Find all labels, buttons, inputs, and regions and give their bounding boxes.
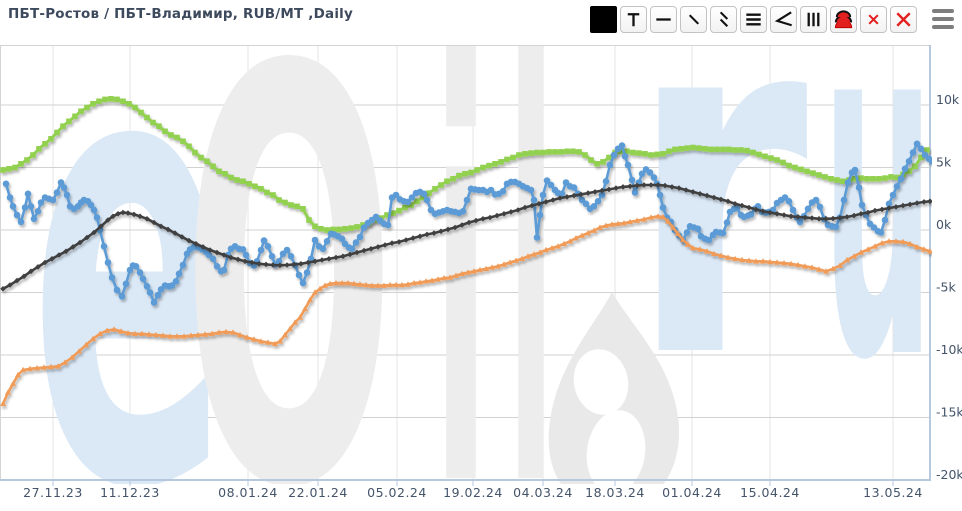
hamburger-icon	[932, 9, 954, 13]
x-tick-label: 05.02.24	[367, 485, 427, 500]
text-icon	[627, 13, 640, 27]
oil-drop-logo	[548, 292, 680, 484]
watermark-letter: u	[822, 0, 934, 466]
green-series	[0, 96, 930, 233]
x-tick-label: 01.04.24	[662, 485, 722, 500]
gridlines	[0, 45, 930, 480]
plot-frame	[0, 45, 931, 486]
chart-title: ПБТ-Ростов / ПБТ-Владимир, RUB/MT ,Daily	[8, 6, 353, 22]
black-series	[0, 182, 932, 292]
x-tick-label: 04.03.24	[513, 485, 573, 500]
y-tick-label: -15k	[936, 405, 962, 420]
fib-levels-tool-button[interactable]	[740, 6, 767, 33]
menu-button[interactable]	[932, 9, 954, 29]
text-tool-button[interactable]	[620, 6, 647, 33]
x-tick-label: 08.01.24	[218, 485, 278, 500]
angle-icon	[774, 11, 792, 27]
red-cross-large-icon	[896, 12, 911, 27]
blue-series	[2, 140, 932, 306]
double-diagonal-icon	[719, 11, 729, 27]
pitchfork-tool-button[interactable]	[770, 6, 797, 33]
trend-line-tool-button[interactable]	[680, 6, 707, 33]
triple-horizontal-lines-icon	[746, 13, 761, 26]
y-tick-label: -20k	[936, 467, 962, 482]
y-tick-label: 10k	[936, 92, 960, 107]
y-tick-label: -5k	[936, 280, 956, 295]
y-tick-label: -10k	[936, 342, 962, 357]
x-tick-label: 22.01.24	[288, 485, 348, 500]
horizontal-line-icon	[656, 18, 671, 21]
header: ПБТ-Ростов / ПБТ-Владимир, RUB/MT ,Daily	[0, 0, 962, 40]
delete-selected-button[interactable]	[860, 6, 887, 33]
watermark-letter: i	[432, 0, 490, 511]
x-tick-label: 27.11.23	[23, 485, 83, 500]
x-tick-label: 18.03.24	[585, 485, 645, 500]
y-axis-labels: 10k 5k 0k -5k -10k -15k -20k	[936, 92, 962, 482]
parallel-channel-tool-button[interactable]	[710, 6, 737, 33]
hamburger-icon	[932, 17, 954, 21]
x-tick-label: 15.04.24	[740, 485, 800, 500]
red-arcs-icon	[834, 10, 853, 29]
x-tick-label: 11.12.23	[100, 485, 160, 500]
watermark-letter: l	[506, 0, 556, 511]
drawing-toolbar	[590, 6, 917, 33]
hamburger-icon	[932, 25, 954, 29]
x-axis-labels: 27.11.23 11.12.23 08.01.24 22.01.24 05.02.24…	[23, 485, 923, 500]
x-tick-label: 19.02.24	[443, 485, 503, 500]
red-cross-icon	[868, 14, 879, 25]
y-tick-label: 5k	[936, 155, 952, 170]
vertical-lines-tool-button[interactable]	[800, 6, 827, 33]
horizontal-line-tool-button[interactable]	[650, 6, 677, 33]
triple-vertical-lines-icon	[807, 12, 820, 27]
delete-all-button[interactable]	[890, 6, 917, 33]
y-tick-label: 0k	[936, 217, 952, 232]
color-swatch-button[interactable]	[590, 6, 617, 33]
diagonal-line-icon	[688, 14, 700, 25]
fib-arcs-tool-button[interactable]	[830, 6, 857, 33]
x-tick-label: 13.05.24	[863, 485, 923, 500]
orange-series	[0, 213, 932, 407]
eoil-watermark: eO i l r u	[30, 0, 934, 511]
